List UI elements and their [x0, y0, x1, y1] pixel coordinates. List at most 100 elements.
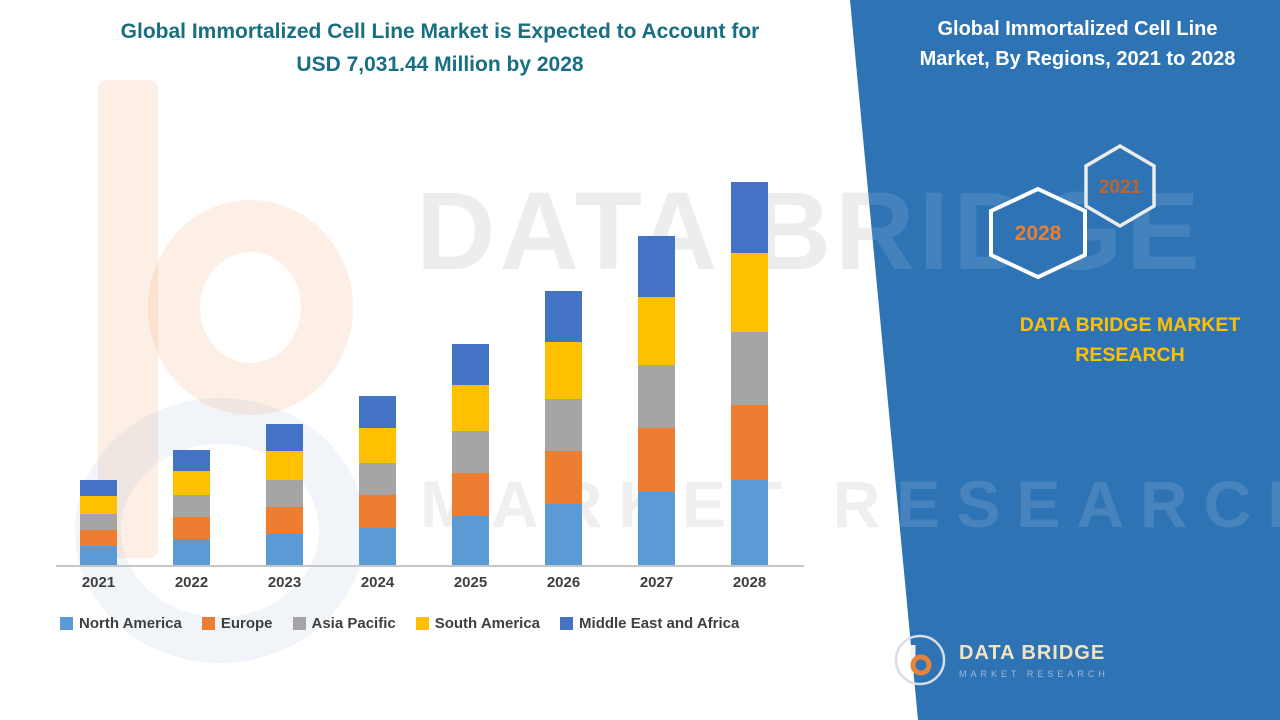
- bar-2021: [80, 479, 117, 565]
- bar-segment-asia-pacific: [638, 365, 675, 429]
- bar-segment-asia-pacific: [545, 398, 582, 452]
- bar-segment-asia-pacific: [731, 332, 768, 406]
- x-axis-label-2021: 2021: [81, 574, 116, 591]
- bar-segment-europe: [359, 494, 396, 528]
- legend-item-north-america: North America: [60, 615, 182, 632]
- bar-segment-middle-east-and-africa: [266, 424, 303, 451]
- logo-name: DATA BRIDGE: [959, 641, 1106, 664]
- bar-slot-2028: [703, 85, 796, 565]
- bar-segment-middle-east-and-africa: [731, 181, 768, 253]
- bar-segment-middle-east-and-africa: [359, 396, 396, 428]
- bar-segment-south-america: [452, 385, 489, 431]
- bar-segment-europe: [452, 473, 489, 516]
- panel-title-line2: Market, By Regions, 2021 to 2028: [919, 48, 1236, 70]
- bar-segment-north-america: [731, 479, 768, 565]
- bar-segment-south-america: [266, 450, 303, 480]
- legend-item-middle-east-and-africa: Middle East and Africa: [560, 615, 739, 632]
- legend-swatch: [201, 617, 215, 630]
- legend-swatch: [560, 617, 574, 630]
- x-axis-label-2028: 2028: [732, 574, 767, 591]
- bar-segment-asia-pacific: [266, 479, 303, 507]
- chart-title-line2: USD 7,031.44 Million by 2028: [296, 52, 584, 76]
- panel-title: Global Immortalized Cell Line Market, By…: [885, 14, 1270, 74]
- bar-segment-north-america: [173, 539, 210, 565]
- bar-segment-middle-east-and-africa: [638, 235, 675, 297]
- x-axis-label-2024: 2024: [360, 574, 395, 591]
- legend-label: Asia Pacific: [311, 615, 396, 632]
- bar-segment-middle-east-and-africa: [545, 291, 582, 342]
- x-axis-labels: 2021 2022 2023 2024 2025 2026 2027 2028: [52, 574, 796, 591]
- bar-2026: [545, 291, 582, 565]
- legend-label: South America: [434, 615, 541, 632]
- legend-label: Europe: [220, 615, 273, 632]
- brand-text-line2: RESEARCH: [1075, 344, 1185, 367]
- bar-segment-north-america: [359, 527, 396, 565]
- bar-segment-middle-east-and-africa: [173, 449, 210, 472]
- x-axis-label-2026: 2026: [546, 574, 581, 591]
- legend-label: North America: [79, 615, 182, 632]
- bar-2024: [359, 396, 396, 565]
- bar-slot-2025: [424, 85, 517, 565]
- chart-title: Global Immortalized Cell Line Market is …: [80, 16, 800, 81]
- databridge-logo-emblem: [894, 634, 946, 686]
- legend-label: Middle East and Africa: [579, 615, 740, 632]
- bar-segment-north-america: [638, 491, 675, 565]
- bar-segment-south-america: [359, 427, 396, 463]
- legend-swatch: [60, 617, 73, 630]
- bar-segment-asia-pacific: [359, 462, 396, 495]
- bar-segment-middle-east-and-africa: [452, 344, 489, 386]
- legend-item-asia-pacific: Asia Pacific: [292, 615, 396, 632]
- hexagon-2028: [989, 186, 1087, 280]
- bar-segment-south-america: [545, 341, 582, 399]
- bar-2027: [638, 235, 675, 565]
- x-axis-label-2023: 2023: [267, 574, 302, 591]
- panel-title-line1: Global Immortalized Cell Line: [937, 18, 1218, 40]
- bar-segment-asia-pacific: [173, 495, 210, 518]
- bar-slot-2021: [52, 85, 145, 565]
- bar-segment-north-america: [545, 504, 582, 565]
- hexagon-2021-label: 2021: [1099, 177, 1142, 198]
- bar-segment-south-america: [80, 495, 117, 514]
- chart-title-line1: Global Immortalized Cell Line Market is …: [120, 20, 760, 43]
- legend-item-south-america: South America: [415, 615, 541, 632]
- bar-segment-europe: [638, 428, 675, 492]
- bar-slot-2026: [517, 85, 610, 565]
- bar-segment-south-america: [638, 296, 675, 366]
- x-axis-label-2022: 2022: [174, 574, 209, 591]
- bar-2023: [266, 424, 303, 565]
- brand-text: DATA BRIDGE MARKET RESEARCH: [980, 310, 1280, 370]
- bar-segment-europe: [731, 405, 768, 480]
- bar-segment-south-america: [731, 252, 768, 333]
- legend-swatch: [292, 617, 306, 630]
- legend-swatch: [415, 617, 429, 630]
- bar-slot-2027: [610, 85, 703, 565]
- hexagon-2021: [1084, 143, 1156, 229]
- bar-segment-middle-east-and-africa: [80, 479, 117, 496]
- bar-segment-north-america: [452, 515, 489, 565]
- x-axis-line: [56, 565, 804, 567]
- bar-segment-north-america: [266, 533, 303, 565]
- bar-slot-2022: [145, 85, 238, 565]
- hexagon-badges: 2028 2021: [989, 143, 1156, 280]
- bar-segment-europe: [266, 506, 303, 534]
- legend-item-europe: Europe: [201, 615, 273, 632]
- bar-segment-europe: [173, 517, 210, 540]
- bar-segment-asia-pacific: [80, 513, 117, 530]
- bar-segment-asia-pacific: [452, 430, 489, 474]
- bar-slot-2023: [238, 85, 331, 565]
- brand-text-line1: DATA BRIDGE MARKET: [1019, 314, 1241, 336]
- bar-segment-north-america: [80, 546, 117, 565]
- hexagon-2028-label: 2028: [1015, 222, 1062, 245]
- bar-slot-2024: [331, 85, 424, 565]
- databridge-logo: DATA BRIDGE MARKET RESEARCH: [893, 633, 1109, 687]
- x-axis-label-2027: 2027: [639, 574, 674, 591]
- bar-segment-south-america: [173, 471, 210, 496]
- bar-2025: [452, 344, 489, 565]
- bar-segment-europe: [545, 451, 582, 505]
- bar-chart-plot: [52, 85, 796, 565]
- bar-segment-europe: [80, 529, 117, 547]
- logo-subtitle: MARKET RESEARCH: [959, 668, 1109, 679]
- chart-legend: North America Europe Asia Pacific South Ame…: [60, 615, 739, 632]
- bar-2022: [173, 449, 210, 565]
